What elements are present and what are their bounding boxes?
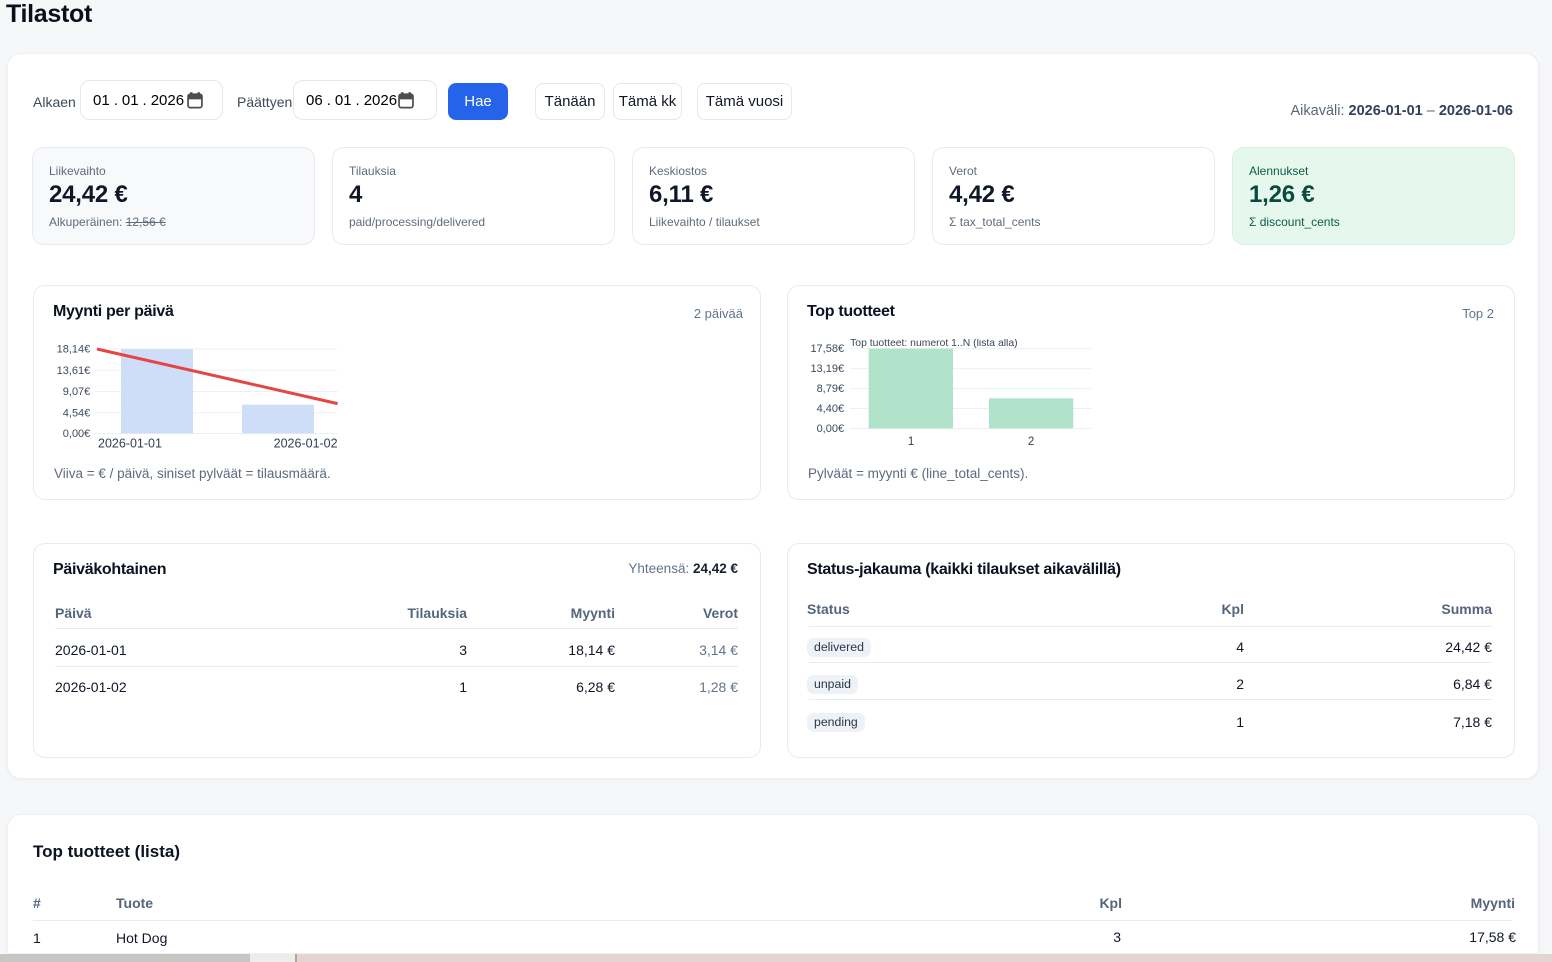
- svg-text:13,61€: 13,61€: [57, 365, 91, 377]
- svg-text:4,40€: 4,40€: [817, 403, 845, 415]
- svg-text:0,00€: 0,00€: [63, 428, 91, 440]
- svg-text:9,07€: 9,07€: [63, 386, 91, 398]
- svg-text:8,79€: 8,79€: [817, 383, 845, 395]
- svg-text:2: 2: [1028, 436, 1034, 448]
- svg-text:4,54€: 4,54€: [63, 407, 91, 419]
- svg-text:Top tuotteet: numerot 1..N (li: Top tuotteet: numerot 1..N (lista alla): [850, 339, 1017, 349]
- svg-text:17,58€: 17,58€: [810, 343, 844, 355]
- svg-text:0,00€: 0,00€: [817, 423, 845, 435]
- svg-text:13,19€: 13,19€: [810, 363, 844, 375]
- svg-text:2026-01-01: 2026-01-01: [98, 437, 162, 451]
- svg-text:18,14€: 18,14€: [57, 344, 91, 356]
- svg-text:1: 1: [908, 436, 914, 448]
- svg-text:2026-01-02: 2026-01-02: [274, 437, 338, 451]
